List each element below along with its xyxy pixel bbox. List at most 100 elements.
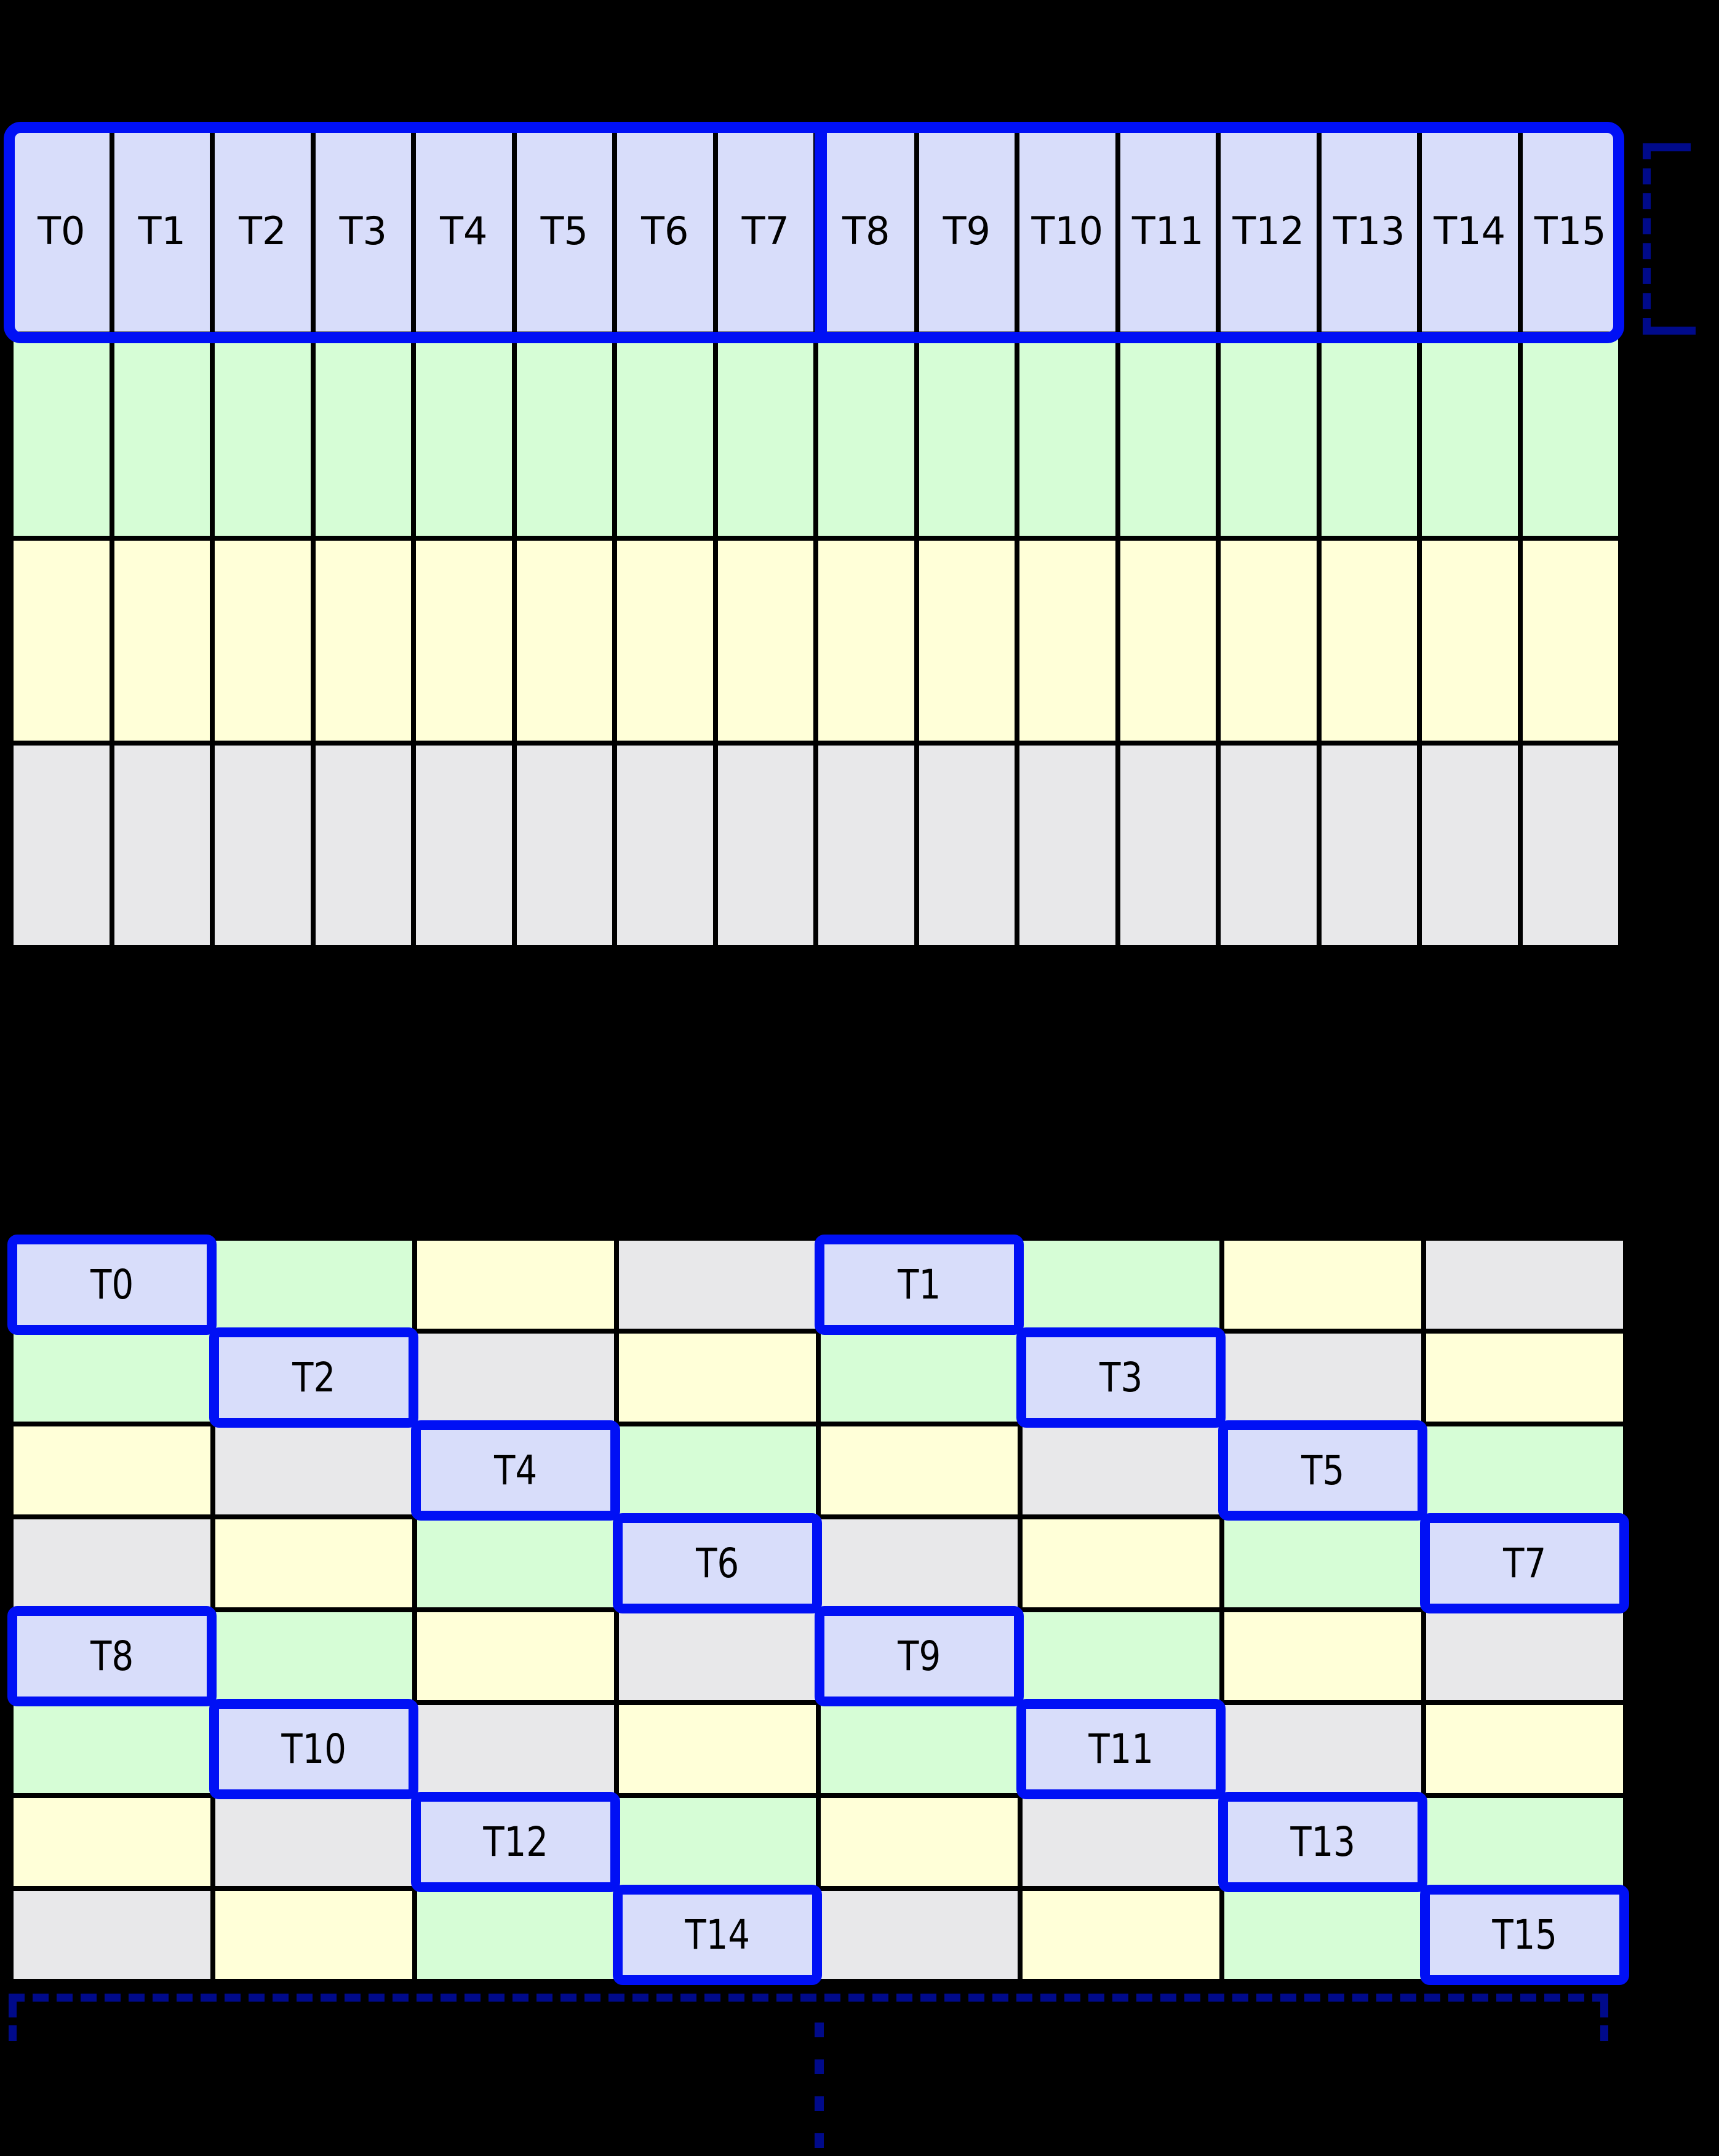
thread-label: T3 (1099, 1353, 1143, 1401)
thread-label: T6 (696, 1539, 739, 1587)
thread-cell: T8 (818, 132, 914, 332)
thread-label: T12 (483, 1818, 548, 1866)
gray-cell (617, 745, 713, 945)
thread-label: T10 (1031, 209, 1104, 254)
green-cell (1221, 336, 1317, 536)
gray-cell (821, 1519, 1018, 1607)
thread-cell: T13 (1218, 1792, 1427, 1892)
gray-cell (1224, 1705, 1421, 1793)
gray-cell (619, 1612, 816, 1700)
thread-cell: T12 (1221, 132, 1317, 332)
gray-cell (1522, 745, 1618, 945)
gray-cell (417, 1334, 614, 1422)
thread-label: T7 (741, 209, 789, 254)
ellipsis-dash (815, 2096, 824, 2111)
thread-label: T1 (898, 1260, 941, 1308)
green-cell (215, 1612, 412, 1700)
thread-label: T3 (339, 209, 387, 254)
right-bracket-bottom-tick (1643, 327, 1696, 335)
yellow-cell (215, 1519, 412, 1607)
thread-label: T8 (842, 209, 890, 254)
green-cell (619, 1798, 816, 1886)
yellow-cell (1426, 1334, 1623, 1422)
thread-cell: T13 (1321, 132, 1417, 332)
green-cell (1422, 336, 1518, 536)
thread-label: T1 (138, 209, 186, 254)
yellow-cell (1224, 1241, 1421, 1329)
thread-cell: T12 (411, 1792, 620, 1892)
thread-cell: T4 (416, 132, 512, 332)
green-cell (1321, 336, 1417, 536)
thread-label: T13 (1333, 209, 1405, 254)
thread-cell: T2 (215, 132, 311, 332)
gray-cell (1422, 745, 1518, 945)
green-cell (417, 1519, 614, 1607)
thread-row-half-divider (815, 124, 827, 341)
yellow-cell (821, 1798, 1018, 1886)
green-cell (1426, 1798, 1623, 1886)
thread-cell: T4 (411, 1420, 620, 1521)
thread-cell: T11 (1016, 1699, 1226, 1799)
gray-cell (315, 745, 411, 945)
bottom-grid: T0 T1 T2 T3 T4 T5 T6 T7 T8 T9 T10 T11 T12 T13 T14 T15 (7, 1235, 1629, 1985)
gray-cell (1120, 745, 1216, 945)
yellow-cell (821, 1426, 1018, 1514)
thread-label: T4 (494, 1446, 537, 1494)
thread-cell: T10 (1019, 132, 1115, 332)
gray-cell (1019, 745, 1115, 945)
thread-label: T9 (898, 1632, 941, 1680)
ellipsis-dash (815, 2059, 824, 2074)
thread-label: T11 (1088, 1725, 1154, 1773)
yellow-cell (1522, 541, 1618, 741)
green-cell (818, 336, 914, 536)
green-cell (1426, 1426, 1623, 1514)
bottom-bracket-horizontal-dashed-line (9, 1994, 1608, 2002)
gray-cell (821, 1891, 1018, 1979)
thread-cell: T10 (209, 1699, 418, 1799)
green-cell (416, 336, 512, 536)
bottom-bracket-left-tick (9, 2002, 17, 2041)
thread-cell: T6 (617, 132, 713, 332)
gray-cell (215, 1426, 412, 1514)
thread-label: T15 (1492, 1911, 1557, 1959)
thread-label: T8 (90, 1632, 134, 1680)
thread-cell: T9 (919, 132, 1015, 332)
thread-label: T13 (1290, 1818, 1355, 1866)
yellow-cell (717, 541, 813, 741)
yellow-cell (14, 1798, 210, 1886)
thread-cell: T8 (7, 1606, 217, 1706)
yellow-cell (315, 541, 411, 741)
thread-label: T15 (1534, 209, 1606, 254)
thread-cell: T9 (815, 1606, 1024, 1706)
thread-cell: T15 (1420, 1885, 1629, 1985)
yellow-cell (1321, 541, 1417, 741)
yellow-cell (417, 1612, 614, 1700)
thread-label: T6 (641, 209, 689, 254)
thread-cell: T6 (613, 1513, 822, 1613)
thread-cell: T7 (1420, 1513, 1629, 1613)
green-cell (1023, 1241, 1219, 1329)
green-cell (1120, 336, 1216, 536)
yellow-cell (818, 541, 914, 741)
green-cell (14, 1334, 210, 1422)
yellow-cell (1019, 541, 1115, 741)
yellow-cell (1422, 541, 1518, 741)
gray-cell (1023, 1426, 1219, 1514)
green-cell (1019, 336, 1115, 536)
green-cell (215, 1241, 412, 1329)
gray-cell (1426, 1612, 1623, 1700)
green-cell (821, 1705, 1018, 1793)
gray-cell (14, 1891, 210, 1979)
yellow-cell (1023, 1519, 1219, 1607)
bottom-bracket-right-tick (1600, 2002, 1608, 2041)
right-bracket-vertical-dashed-line (1643, 143, 1651, 334)
yellow-cell (1426, 1705, 1623, 1793)
yellow-cell (516, 541, 612, 741)
yellow-cell (919, 541, 1015, 741)
gray-cell (818, 745, 914, 945)
gray-cell (416, 745, 512, 945)
yellow-cell (14, 1426, 210, 1514)
thread-label: T12 (1232, 209, 1305, 254)
thread-cell: T0 (7, 1235, 217, 1335)
green-cell (1224, 1891, 1421, 1979)
